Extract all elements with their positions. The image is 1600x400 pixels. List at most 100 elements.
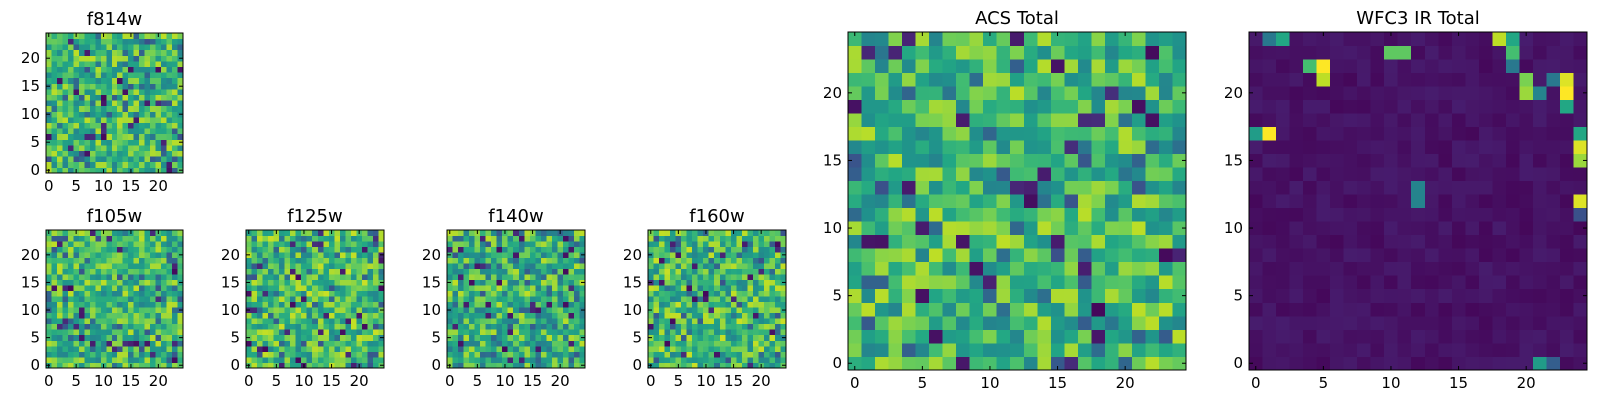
heatmap-cell [1370,248,1385,263]
heatmap-cell [942,207,957,222]
heatmap-cell [301,312,308,319]
heatmap-cell [273,268,280,275]
heatmap-cell [736,274,743,281]
heatmap-cell [1505,167,1520,182]
heatmap-cell [474,257,481,264]
heatmap-cell [664,312,671,319]
heatmap-cell [1330,113,1344,127]
heatmap-cell [458,263,464,269]
heatmap-cell [888,329,903,344]
heatmap-cell [780,235,787,242]
heatmap-cell [1424,288,1439,303]
heatmap-cell [747,279,754,286]
heatmap-cell [708,257,715,264]
heatmap-cell [262,290,269,297]
heatmap-cell [133,274,140,281]
heatmap-cell [268,356,274,363]
heatmap-cell [546,307,553,314]
heatmap-cell [290,329,297,336]
heatmap-cell [725,252,732,258]
heatmap-cell [257,263,263,269]
heatmap-cell [659,340,665,347]
heatmap-cell [1064,153,1079,168]
heatmap-cell [301,279,308,286]
heatmap-cell [150,290,156,297]
heatmap-cell [1519,167,1534,182]
heatmap-cell [697,340,704,347]
heatmap-cell [1397,342,1412,357]
heatmap-cell [1023,288,1038,303]
heatmap-cell [513,274,520,281]
heatmap-cell [956,315,971,330]
heatmap-cell [551,362,558,369]
heatmap-cell [122,94,129,101]
heatmap-cell [942,99,957,114]
heatmap-cell [372,318,379,325]
heatmap-cell [295,340,302,347]
heatmap-cell [653,351,660,358]
heatmap-cell [1091,221,1106,236]
heatmap-cell [84,290,91,297]
heatmap-cell [875,221,889,236]
heatmap-cell [334,351,341,358]
heatmap-cell [117,290,124,297]
heatmap-cell [496,257,503,264]
heatmap-cell [518,285,525,292]
heatmap-cell [155,100,162,107]
heatmap-cell [780,345,787,352]
heatmap-cell [100,279,107,286]
heatmap-cell [155,285,162,292]
heatmap-cell [1519,194,1534,209]
heatmap-cell [284,356,291,363]
heatmap-cell [356,246,363,253]
heatmap-cell [714,252,721,258]
heatmap-cell [111,83,118,90]
heatmap-cell [670,323,676,330]
heatmap-cell [106,72,113,79]
heatmap-cell [664,329,671,336]
heatmap-cell [46,128,52,135]
heatmap-cell [1438,167,1453,182]
heatmap-cell [861,302,876,317]
y-tick-label: 5 [832,287,842,305]
heatmap-cell [262,279,269,286]
heatmap-cell [703,246,710,253]
heatmap-cell [150,156,156,163]
heatmap-cell [708,241,715,247]
heatmap-cell [95,329,102,336]
heatmap-cell [659,351,665,358]
heatmap-cell [257,290,263,297]
heatmap-cell [996,342,1011,357]
heatmap-cell [128,241,135,247]
heatmap-cell [1424,86,1439,100]
heatmap-cell [100,94,107,101]
heatmap-cell [568,301,575,308]
heatmap-cell [452,345,459,352]
heatmap-cell [117,77,124,84]
heatmap-cell [996,113,1011,127]
heatmap-cell [861,234,876,249]
heatmap-cell [540,263,547,269]
heatmap-cell [328,318,335,325]
heatmap-cell [111,323,118,330]
heatmap-cell [89,38,96,45]
heatmap-cell [301,290,308,297]
heatmap-cell [1505,315,1520,330]
heatmap-cell [535,235,542,242]
heatmap-cell [529,246,536,253]
heatmap-cell [78,329,85,336]
heatmap-cell [312,312,319,319]
heatmap-cell [144,105,151,112]
heatmap-cell [1289,140,1304,155]
heatmap-cell [1465,248,1480,263]
heatmap-cell [480,257,486,264]
heatmap-cell [648,246,654,253]
heatmap-cell [1384,248,1399,263]
heatmap-cell [111,345,118,352]
heatmap-cell [1424,356,1439,371]
heatmap-cell [133,128,140,135]
heatmap-cell [172,279,178,286]
heatmap-cell [84,235,91,242]
heatmap-cell [463,312,470,319]
heatmap-cell [345,362,352,369]
